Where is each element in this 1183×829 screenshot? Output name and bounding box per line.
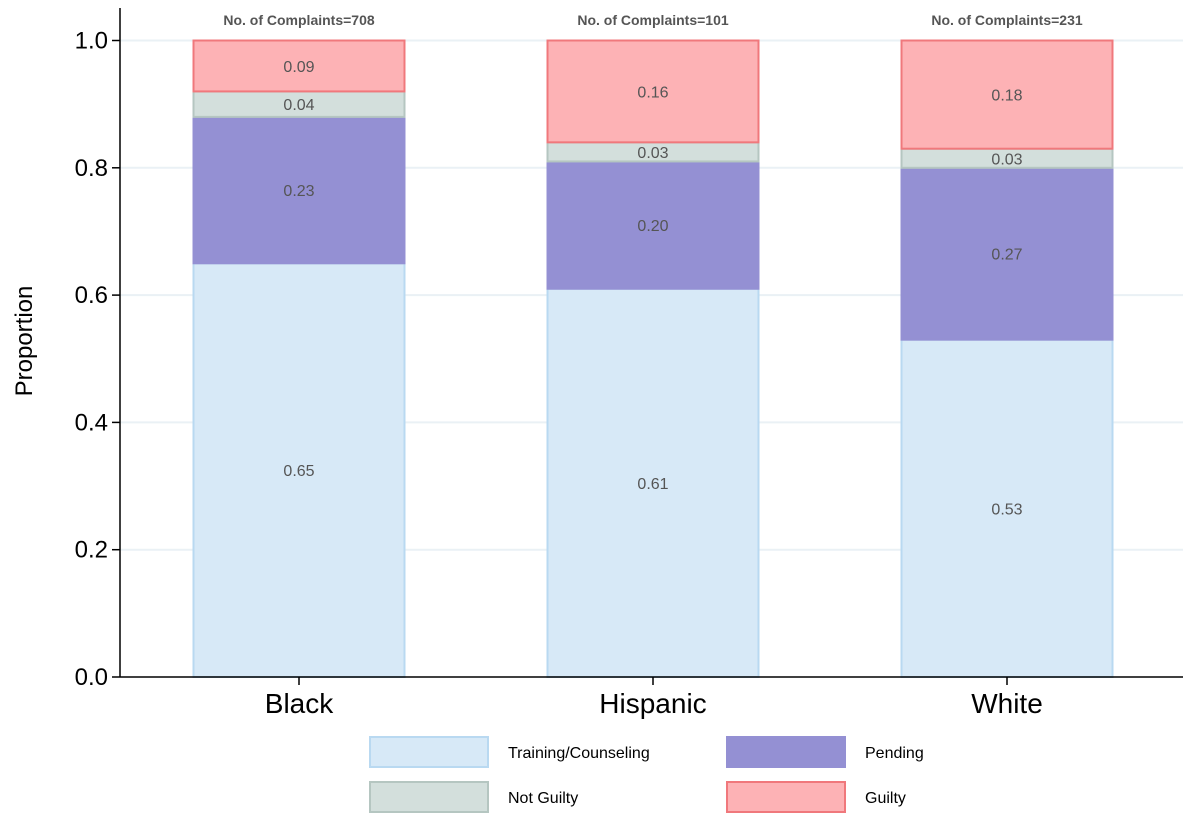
data-label: 0.65	[283, 463, 314, 480]
bar-segment-pending-black	[192, 115, 406, 265]
data-label: 0.03	[991, 151, 1022, 168]
y-tick-label: 0.0	[75, 664, 108, 691]
legend-swatch-pending	[726, 736, 846, 768]
y-tick-label: 0.4	[75, 409, 108, 436]
y-tick-label: 0.2	[75, 537, 108, 564]
data-label: 0.23	[283, 183, 314, 200]
legend: Training/Counseling Pending Not Guilty Guil…	[369, 736, 924, 813]
x-tick-label: Hispanic	[599, 688, 706, 719]
data-label: 0.09	[283, 59, 314, 76]
y-tick-label: 0.6	[75, 282, 108, 309]
legend-swatch-guilty	[726, 781, 846, 813]
legend-swatch-training-counseling	[369, 736, 489, 768]
legend-label-training-counseling: Training/Counseling	[508, 745, 650, 762]
data-label: 0.16	[637, 84, 668, 101]
data-label: 0.18	[991, 88, 1022, 105]
y-tick-label: 0.8	[75, 155, 108, 182]
data-label: 0.53	[991, 501, 1022, 518]
data-label: 0.27	[991, 247, 1022, 264]
bar-segment-guilty-hispanic	[546, 39, 760, 144]
y-axis-label: Proportion	[11, 286, 38, 397]
bars: 0.65 0.23 0.04 0.09 No. of Complaints=708 0.6…	[192, 12, 1114, 678]
bar-segment-guilty-black	[192, 39, 406, 93]
x-tick-label: White	[971, 688, 1043, 719]
legend-label-guilty: Guilty	[865, 790, 906, 807]
bar-segment-pending-white	[900, 166, 1114, 341]
data-label: 0.03	[637, 145, 668, 162]
complaint-count-annotation: No. of Complaints=708	[223, 12, 375, 28]
data-label: 0.04	[283, 97, 314, 114]
complaint-count-annotation: No. of Complaints=101	[577, 12, 729, 28]
legend-label-pending: Pending	[865, 745, 924, 762]
y-tick-label: 1.0	[75, 28, 108, 55]
bar-segment-guilty-white	[900, 39, 1114, 150]
data-label: 0.61	[637, 476, 668, 493]
bar-segment-training-counseling-white	[900, 338, 1114, 678]
data-label: 0.20	[637, 218, 668, 235]
legend-swatch-not-guilty	[369, 781, 489, 813]
complaint-count-annotation: No. of Complaints=231	[931, 12, 1083, 28]
legend-label-not-guilty: Not Guilty	[508, 790, 578, 807]
axes: 0.0 0.2 0.4 0.6 0.8 1.0 Black Hispanic White	[75, 8, 1183, 719]
x-tick-label: Black	[265, 688, 334, 719]
bar-segment-training-counseling-black	[192, 262, 406, 678]
